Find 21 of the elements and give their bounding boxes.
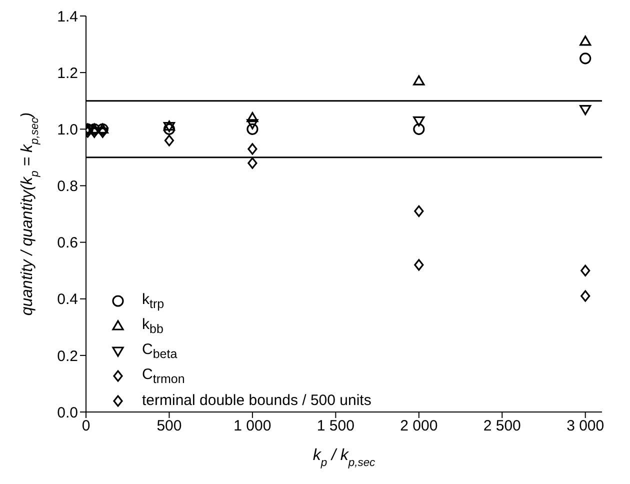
y-tick-label: 1.2 — [57, 64, 78, 82]
x-tick-label: 1 000 — [234, 418, 272, 435]
x-axis-title: k$_{p}$ / k$_{p,sec}$ — [312, 447, 376, 469]
x-tick-label: 3 000 — [566, 418, 604, 435]
y-tick-label: 0.8 — [57, 178, 78, 196]
x-tick-label: 2 000 — [400, 418, 438, 435]
y-tick-label: 0.0 — [57, 404, 78, 422]
y-tick-label: 0.2 — [57, 348, 78, 365]
y-tick-label: 0.4 — [57, 291, 78, 308]
y-tick-label: 0.6 — [57, 234, 78, 252]
legend-label: C$_{trmon}$ — [142, 366, 185, 386]
y-tick-label: 1.0 — [57, 121, 78, 138]
x-tick-label: 2 500 — [483, 418, 521, 435]
y-tick-label: 1.4 — [57, 8, 78, 26]
legend-label: terminal double bounds / 500 units — [142, 392, 372, 409]
x-tick-label: 500 — [156, 418, 182, 435]
x-tick-label: 1 500 — [316, 418, 354, 435]
legend-label: k$_{bb}$ — [142, 316, 164, 336]
legend-label: C$_{beta}$ — [142, 340, 178, 360]
legend-label: k$_{trp}$ — [142, 290, 164, 310]
x-tick-label: 0 — [82, 418, 90, 435]
